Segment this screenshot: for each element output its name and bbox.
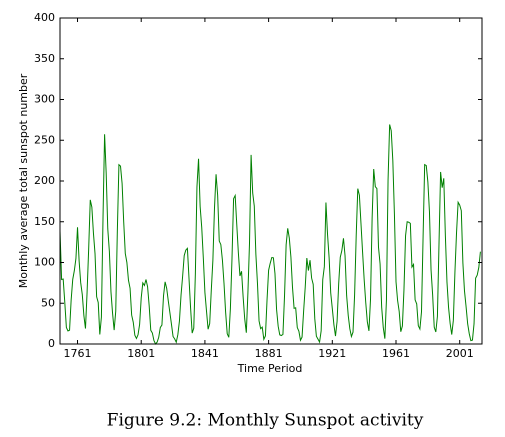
y-tick-label: 100 <box>34 256 55 269</box>
y-tick-label: 150 <box>34 215 55 228</box>
x-tick-label: 1921 <box>318 347 346 360</box>
y-tick-label: 50 <box>41 296 55 309</box>
x-tick-label: 2001 <box>446 347 474 360</box>
data-line <box>59 124 481 345</box>
caption: Figure 9.2: Monthly Sunspot activity <box>107 411 424 431</box>
x-tick-label: 1841 <box>191 347 219 360</box>
y-axis-label: Monthly average total sunspot number <box>17 73 30 288</box>
y-tick-label: 350 <box>34 52 55 65</box>
plot-frame <box>59 17 483 345</box>
x-tick-label: 1881 <box>255 347 283 360</box>
x-tick-label: 1761 <box>64 347 92 360</box>
y-tick-label: 300 <box>34 93 55 106</box>
y-tick-label: 0 <box>48 337 55 350</box>
x-tick-label: 1961 <box>382 347 410 360</box>
x-axis-label: Time Period <box>237 362 303 375</box>
y-tick-label: 400 <box>34 11 55 24</box>
y-tick-label: 250 <box>34 133 55 146</box>
y-tick-label: 200 <box>34 174 55 187</box>
x-tick-label: 1801 <box>127 347 155 360</box>
